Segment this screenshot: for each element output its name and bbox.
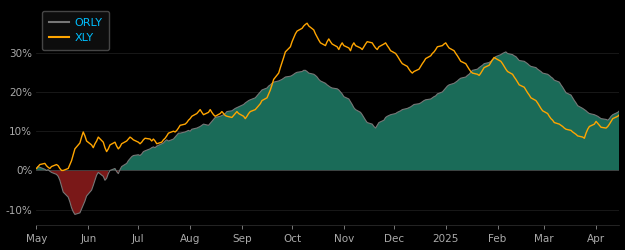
Legend: ORLY, XLY: ORLY, XLY — [42, 11, 109, 50]
